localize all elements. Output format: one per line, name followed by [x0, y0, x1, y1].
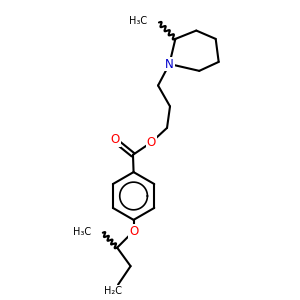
Text: H₂C: H₂C: [104, 286, 122, 296]
Text: H₃C: H₃C: [130, 16, 148, 26]
Text: H₃C: H₃C: [73, 226, 92, 236]
Text: N: N: [165, 58, 174, 70]
Text: O: O: [110, 133, 120, 146]
Text: O: O: [129, 225, 138, 238]
Text: O: O: [147, 136, 156, 149]
